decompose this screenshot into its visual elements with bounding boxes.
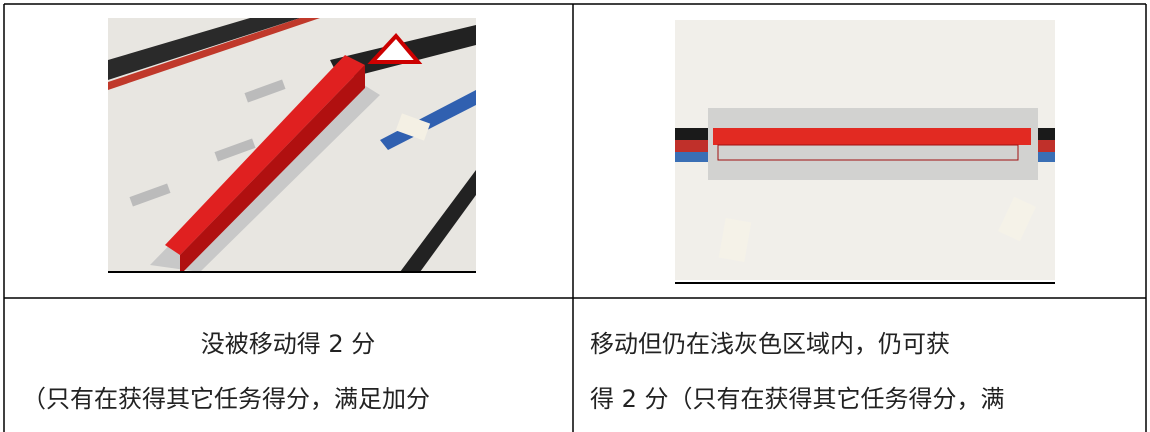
photo-right (675, 20, 1055, 284)
cell-text: 没被移动得 2 分 (201, 330, 376, 358)
table-grid (3, 3, 1147, 432)
cell-text: 得 2 分（只有在获得其它任务得分，满 (590, 385, 1005, 413)
cell-text: 移动但仍在浅灰色区域内，仍可获 (590, 330, 950, 358)
photo-left (108, 18, 476, 273)
cell-text: （只有在获得其它任务得分，满足加分 (22, 385, 430, 413)
